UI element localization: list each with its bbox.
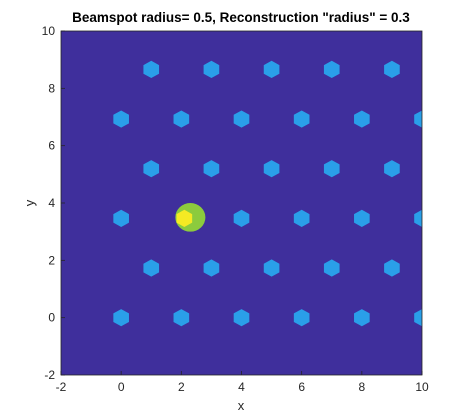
lattice-hexagon-6 (143, 259, 160, 277)
x-tick-label-1: 0 (118, 380, 125, 394)
lattice-hexagon-31 (384, 60, 400, 79)
lattice-hexagon-26 (414, 110, 422, 128)
lattice-hexagon-0 (113, 309, 129, 327)
x-tick-label-5: 8 (358, 380, 365, 394)
lattice-hexagon-16 (143, 160, 160, 178)
lattice-hexagon-19 (323, 160, 340, 178)
lattice-hexagon-27 (143, 60, 160, 79)
lattice-hexagon-13 (293, 209, 310, 227)
y-tick-label-6: 10 (42, 24, 56, 38)
lattice-hexagon-2 (233, 309, 250, 327)
x-tick-label-4: 6 (298, 380, 305, 394)
lattice-hexagon-15 (414, 209, 422, 227)
y-tick-label-1: 0 (48, 311, 55, 325)
lattice-hexagon-5 (414, 309, 422, 327)
lattice-hexagon-9 (323, 259, 340, 277)
y-tick-label-2: 2 (48, 253, 55, 267)
lattice-hexagon-7 (203, 259, 220, 277)
lattice-hexagon-30 (323, 60, 340, 79)
lattice-hexagon-20 (384, 160, 400, 178)
lattice-hexagon-28 (203, 60, 220, 79)
chart-title: Beamspot radius= 0.5, Reconstruction "ra… (72, 10, 410, 25)
lattice-hexagon-12 (233, 209, 250, 227)
lattice-hexagon-18 (263, 160, 280, 178)
lattice-hexagon-24 (293, 110, 310, 128)
x-tick-label-6: 10 (415, 380, 429, 394)
x-tick-label-0: -2 (56, 380, 67, 394)
x-tick-label-2: 2 (178, 380, 185, 394)
lattice-hexagon-3 (293, 309, 310, 327)
lattice-hexagon-25 (354, 110, 370, 128)
reconstruction-hexagon (176, 209, 193, 227)
y-tick-label-3: 4 (48, 196, 55, 210)
lattice-hexagon-10 (384, 259, 400, 277)
lattice-hexagon-23 (233, 110, 250, 128)
lattice-hexagon-29 (263, 60, 280, 79)
lattice-hexagon-17 (203, 160, 220, 178)
lattice-hexagon-4 (354, 309, 370, 327)
y-tick-label-5: 8 (48, 81, 55, 95)
lattice-hexagon-21 (113, 110, 129, 128)
lattice-hexagon-8 (263, 259, 280, 277)
x-axis-label: x (238, 398, 245, 413)
y-tick-label-4: 6 (48, 139, 55, 153)
lattice-hexagon-11 (113, 209, 129, 227)
y-axis-label: y (22, 199, 37, 206)
lattice-hexagon-14 (354, 209, 370, 227)
lattice-hexagon-22 (173, 110, 190, 128)
y-tick-label-0: -2 (44, 368, 55, 382)
x-tick-label-3: 4 (238, 380, 245, 394)
lattice-hexagon-1 (173, 309, 190, 327)
